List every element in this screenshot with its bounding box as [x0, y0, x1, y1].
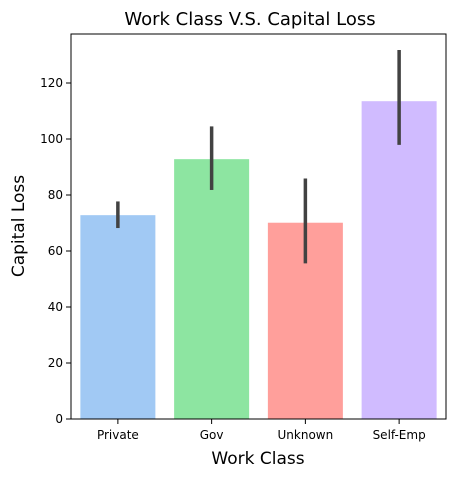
error-bars-layer	[116, 49, 401, 264]
y-tick-label: 20	[48, 356, 63, 370]
y-tick-label: 120	[40, 76, 63, 90]
x-tick-label: Unknown	[278, 428, 334, 442]
bar-self-emp	[361, 101, 437, 419]
chart-title: Work Class V.S. Capital Loss	[124, 9, 375, 30]
axes-frame	[70, 33, 447, 420]
axes-layer	[70, 33, 447, 420]
ticks-layer: Private Gov Unknown Self-Emp 0 20 40 60 80 100 120	[40, 76, 426, 442]
bar-private	[80, 215, 156, 419]
x-axis-label: Work Class	[211, 449, 304, 469]
y-axis-label: Capital Loss	[9, 175, 29, 277]
y-tick-label: 0	[55, 412, 63, 426]
bar-gov	[174, 159, 250, 419]
y-tick-label: 40	[48, 300, 63, 314]
y-tick-label: 100	[40, 132, 63, 146]
y-tick-label: 80	[48, 188, 63, 202]
x-tick-label: Gov	[200, 428, 224, 442]
x-tick-label: Private	[97, 428, 139, 442]
x-tick-label: Self-Emp	[373, 428, 426, 442]
y-tick-label: 60	[48, 244, 63, 258]
